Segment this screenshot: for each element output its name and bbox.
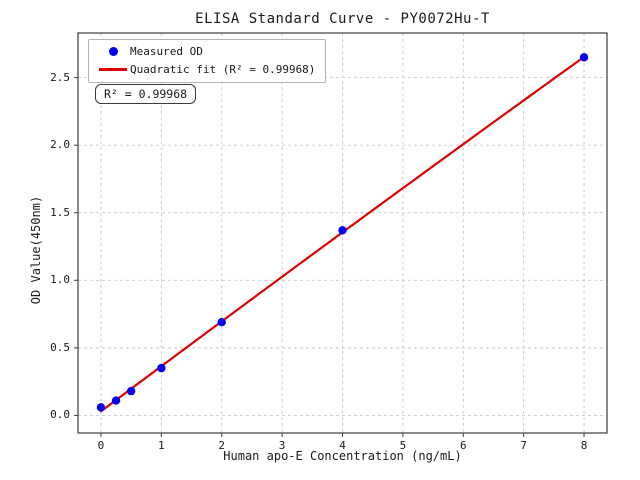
legend: Measured OD Quadratic fit (R² = 0.99968) [88, 39, 327, 83]
fit-line-icon [99, 68, 127, 71]
y-tick-label: 1.0 [50, 273, 70, 287]
legend-marker-cell [96, 68, 130, 71]
x-tick-label: 3 [278, 439, 286, 452]
r-squared-annotation: R² = 0.99968 [95, 84, 197, 104]
legend-marker-cell [96, 47, 130, 56]
y-tick-label: 0.5 [50, 340, 70, 354]
x-tick-label: 7 [520, 439, 527, 452]
legend-item-quadratic-fit: Quadratic fit (R² = 0.99968) [96, 62, 315, 77]
legend-label: Quadratic fit (R² = 0.99968) [130, 63, 316, 76]
x-axis-label: Human apo-E Concentration (ng/mL) [223, 449, 462, 463]
legend-item-measured-od: Measured OD [96, 44, 315, 59]
y-tick-label: 2.0 [50, 138, 70, 152]
y-tick-label: 2.5 [50, 70, 70, 84]
x-tick-label: 5 [399, 439, 407, 452]
x-tick-label: 8 [580, 439, 588, 452]
chart-title: ELISA Standard Curve - PY0072Hu-T [195, 11, 490, 27]
y-tick-label: 1.5 [50, 205, 70, 219]
x-tick-label: 1 [158, 439, 165, 452]
x-tick-label: 2 [218, 439, 226, 452]
scatter-marker-icon [108, 47, 118, 56]
x-tick-label: 0 [97, 439, 105, 452]
x-tick-label: 4 [339, 439, 346, 452]
x-tick-label: 6 [459, 439, 467, 452]
y-tick-label: 0.0 [50, 408, 70, 422]
legend-label: Measured OD [130, 45, 203, 58]
